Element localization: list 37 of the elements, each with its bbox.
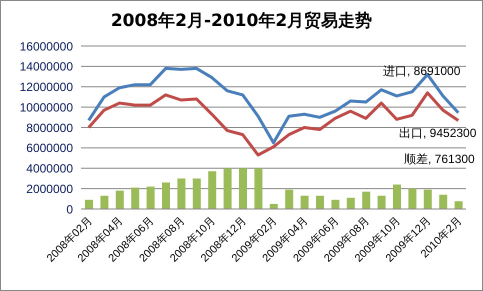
bar — [131, 188, 140, 209]
y-tick-label: 10000000 — [20, 100, 74, 114]
bar — [454, 201, 463, 209]
annotation: 进口, 8691000 — [383, 63, 460, 80]
bar — [424, 190, 432, 209]
bar — [162, 182, 170, 209]
y-tick-label: 12000000 — [20, 80, 74, 94]
bar — [362, 192, 370, 209]
annotation: 出口, 9452300 — [399, 125, 476, 142]
bar — [408, 188, 416, 209]
y-tick-label: 6000000 — [26, 141, 74, 156]
bar — [285, 190, 294, 209]
bar — [393, 184, 401, 209]
y-tick-label: 14000000 — [20, 60, 74, 74]
bar — [300, 196, 309, 209]
annotation: 顺差, 761300 — [404, 151, 475, 168]
bar — [192, 178, 201, 209]
bar — [208, 171, 216, 209]
y-tick-label: 0 — [66, 202, 74, 216]
bar — [224, 168, 232, 209]
chart-title: 2008年2月-2010年2月贸易走势 — [110, 10, 374, 32]
bar — [346, 198, 355, 209]
bar — [378, 196, 386, 209]
y-tick-label: 2000000 — [26, 182, 74, 196]
bar — [116, 190, 124, 209]
bar — [316, 196, 324, 209]
bar — [439, 194, 448, 209]
bar — [100, 196, 108, 209]
bar — [254, 168, 262, 209]
y-tick-label: 16000000 — [20, 39, 74, 54]
y-tick-label: 8000000 — [26, 120, 74, 135]
bar — [177, 178, 186, 209]
y-tick-label: 4000000 — [26, 162, 74, 176]
bar — [85, 200, 93, 209]
bar — [239, 168, 247, 209]
bar — [146, 186, 155, 209]
bar — [331, 200, 340, 209]
